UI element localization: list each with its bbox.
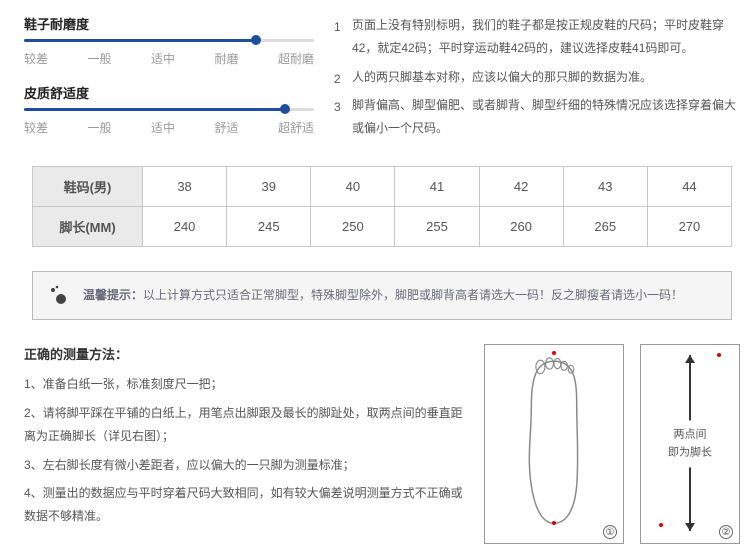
size-cell: 39 <box>227 167 311 207</box>
durability-label: 一般 <box>87 50 111 67</box>
comfort-label: 超舒适 <box>278 119 314 136</box>
size-cell: 38 <box>143 167 227 207</box>
measure-instructions: 正确的测量方法： 1、准备白纸一张，标准刻度尺一把； 2、请将脚平踩在平铺的白纸… <box>24 344 468 544</box>
length-diagram: 两点间 即为脚长 ② <box>640 344 740 544</box>
size-cell: 40 <box>311 167 395 207</box>
size-cell: 41 <box>395 167 479 207</box>
measure-step: 1、准备白纸一张，标准刻度尺一把； <box>24 373 468 396</box>
size-cell: 250 <box>311 207 395 247</box>
measure-title: 正确的测量方法： <box>24 344 468 363</box>
measure-step: 4、测量出的数据应与平时穿着尺码大致相同，如有较大偏差说明测量方式不正确或数据不… <box>24 482 468 528</box>
row-header: 脚长(MM) <box>33 207 143 247</box>
table-row: 鞋码(男) 38 39 40 41 42 43 44 <box>33 167 732 207</box>
note-item: 页面上没有特别标明，我们的鞋子都是按正规皮鞋的尺码；平时皮鞋穿42，就定42码；… <box>334 14 740 60</box>
rating-meters: 鞋子耐磨度 较差 一般 适中 耐磨 超耐磨 皮质舒适度 <box>24 14 314 152</box>
size-table: 鞋码(男) 38 39 40 41 42 43 44 脚长(MM) 240 24… <box>32 166 732 247</box>
tip-text: 以上计算方式只适合正常脚型，特殊脚型除外，脚肥或脚背高者请选大一码！反之脚瘦者请… <box>143 288 683 302</box>
table-row: 脚长(MM) 240 245 250 255 260 265 270 <box>33 207 732 247</box>
foot-diagram: ① <box>484 344 624 544</box>
size-cell: 44 <box>647 167 731 207</box>
row-header: 鞋码(男) <box>33 167 143 207</box>
durability-label: 耐磨 <box>214 50 238 67</box>
comfort-label: 较差 <box>24 119 48 136</box>
comfort-track <box>24 108 314 111</box>
size-cell: 42 <box>479 167 563 207</box>
durability-label: 适中 <box>151 50 175 67</box>
size-cell: 270 <box>647 207 731 247</box>
comfort-title: 皮质舒适度 <box>24 83 314 102</box>
speak-icon <box>47 282 71 306</box>
durability-title: 鞋子耐磨度 <box>24 14 314 33</box>
durability-label: 超耐磨 <box>278 50 314 67</box>
comfort-label: 适中 <box>151 119 175 136</box>
diagram-badge: ① <box>603 525 617 539</box>
size-cell: 260 <box>479 207 563 247</box>
comfort-meter: 皮质舒适度 较差 一般 适中 舒适 超舒适 <box>24 83 314 136</box>
comfort-label: 一般 <box>87 119 111 136</box>
measure-step: 3、左右脚长度有微小差距者，应以偏大的一只脚为测量标准； <box>24 454 468 477</box>
comfort-label: 舒适 <box>214 119 238 136</box>
diagram2-label: 两点间 <box>674 429 707 441</box>
tip-label: 温馨提示： <box>83 288 143 302</box>
diagram-badge: ② <box>719 525 733 539</box>
sizing-notes: 页面上没有特别标明，我们的鞋子都是按正规皮鞋的尺码；平时皮鞋穿42，就定42码；… <box>334 14 740 152</box>
durability-track <box>24 39 314 42</box>
size-cell: 240 <box>143 207 227 247</box>
note-item: 人的两只脚基本对称，应该以偏大的那只脚的数据为准。 <box>334 66 740 89</box>
size-cell: 255 <box>395 207 479 247</box>
diagram2-label: 即为脚长 <box>668 446 712 458</box>
measure-step: 2、请将脚平踩在平铺的白纸上，用笔点出脚跟及最长的脚趾处，取两点间的垂直距离为正… <box>24 402 468 448</box>
durability-meter: 鞋子耐磨度 较差 一般 适中 耐磨 超耐磨 <box>24 14 314 67</box>
note-item: 脚背偏高、脚型偏肥、或者脚背、脚型纤细的特殊情况应该选择穿着偏大或偏小一个尺码。 <box>334 94 740 140</box>
size-cell: 265 <box>563 207 647 247</box>
durability-label: 较差 <box>24 50 48 67</box>
tip-box: 温馨提示：以上计算方式只适合正常脚型，特殊脚型除外，脚肥或脚背高者请选大一码！反… <box>32 271 732 320</box>
size-cell: 43 <box>563 167 647 207</box>
size-cell: 245 <box>227 207 311 247</box>
